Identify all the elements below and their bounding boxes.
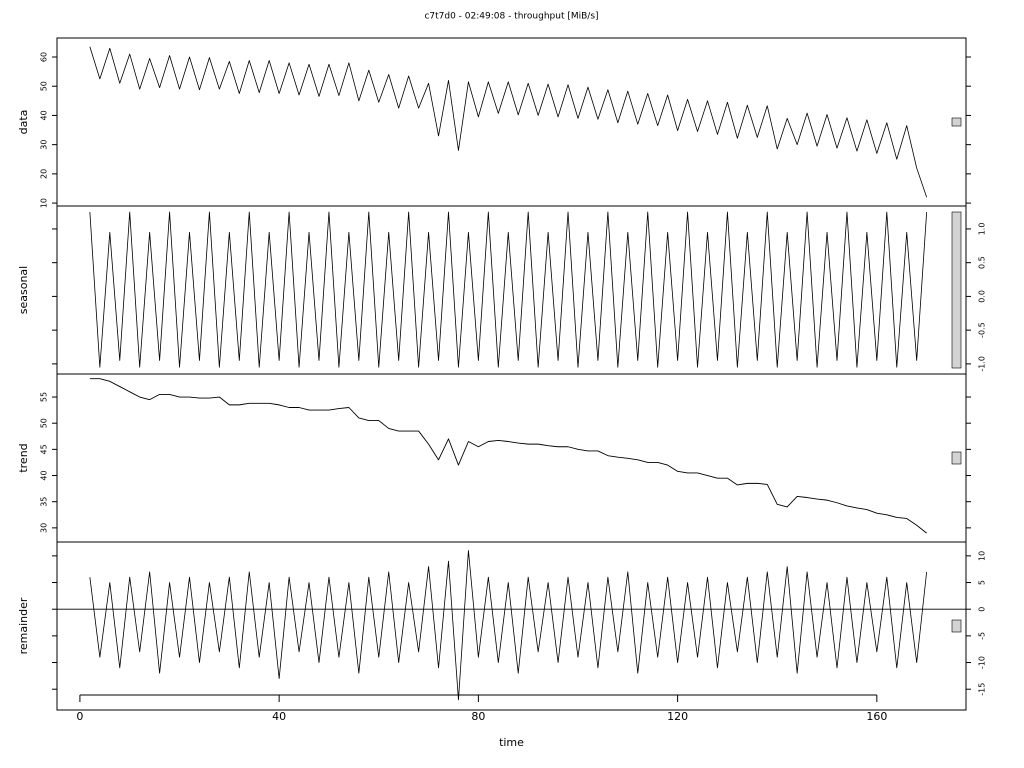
y-tick-label: 30	[40, 523, 49, 533]
x-tick-label: 160	[866, 710, 887, 723]
series-line	[89, 378, 927, 534]
y-tick-label: 0.5	[978, 256, 987, 269]
panel-frame	[56, 205, 967, 375]
y-tick-label: 10	[978, 551, 987, 561]
scale-bar	[951, 619, 962, 633]
scale-bar	[951, 451, 962, 465]
y-tick-label: 50	[40, 81, 49, 91]
y-tick-label: 1.0	[978, 223, 987, 236]
y-tick-label: 10	[40, 198, 49, 208]
y-tick-label: 40	[40, 110, 49, 120]
panel-frame	[56, 541, 967, 711]
scale-bar	[951, 211, 962, 369]
y-tick-label: 40	[40, 470, 49, 480]
y-tick-label: -1.0	[978, 356, 987, 372]
chart-title: c7t7d0 - 02:49:08 - throughput [MiB/s]	[424, 12, 598, 22]
y-tick-label: 55	[40, 392, 49, 402]
x-tick-label: 80	[471, 710, 485, 723]
x-tick-label: 40	[272, 710, 286, 723]
y-axis-label: data	[17, 110, 30, 135]
series-line	[89, 211, 928, 368]
y-tick-label: 60	[40, 52, 49, 62]
y-tick-label: 30	[40, 140, 49, 150]
x-tick-label: 0	[76, 710, 83, 723]
x-tick-label: 120	[667, 710, 688, 723]
series-line	[89, 550, 928, 701]
scale-bar	[951, 117, 962, 127]
y-axis-label: remainder	[17, 597, 30, 654]
y-axis-label: seasonal	[17, 266, 30, 314]
y-tick-label: -0.5	[978, 322, 987, 338]
y-tick-label: 45	[40, 444, 49, 454]
y-tick-label: -5	[978, 632, 987, 640]
y-tick-label: 20	[40, 169, 49, 179]
y-tick-label: -15	[978, 683, 987, 696]
y-tick-label: 5	[978, 580, 987, 585]
y-tick-label: 50	[40, 418, 49, 428]
y-tick-label: 0.0	[978, 290, 987, 303]
panel-frame	[56, 373, 967, 543]
y-tick-label: 35	[40, 497, 49, 507]
series-line	[89, 46, 928, 198]
y-tick-label: 0	[978, 607, 987, 612]
x-axis-label: time	[499, 736, 524, 749]
y-axis-label: trend	[17, 443, 30, 472]
y-tick-label: -10	[978, 656, 987, 669]
